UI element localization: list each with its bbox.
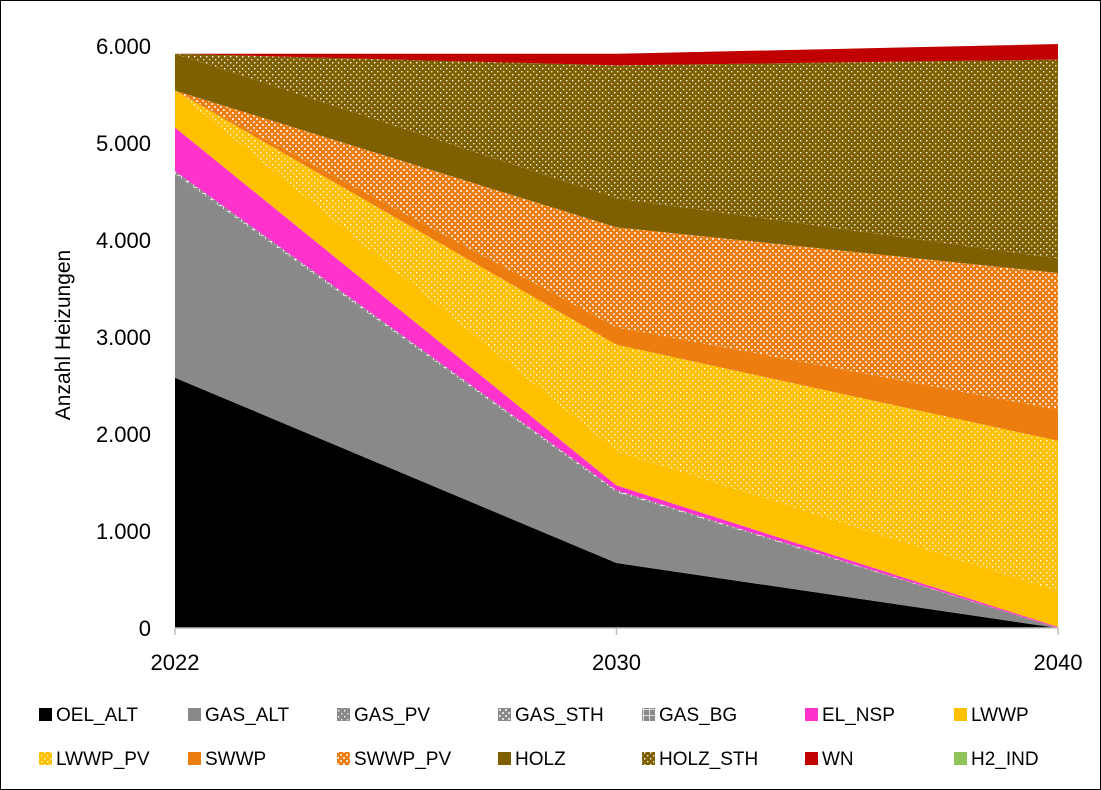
legend-swatch xyxy=(642,708,655,721)
legend-item-swwp: SWWP xyxy=(188,749,266,770)
legend-label: GAS_BG xyxy=(659,705,737,726)
legend-label: GAS_ALT xyxy=(205,705,290,726)
legend-item-gas-pv: GAS_PV xyxy=(337,705,430,726)
legend-item-lwwp: LWWP xyxy=(954,705,1029,726)
x-tick-label: 2040 xyxy=(1034,650,1083,675)
y-tick-label: 0 xyxy=(139,616,151,641)
area-lwwp-pv xyxy=(175,90,1058,592)
legend-swatch xyxy=(954,752,967,765)
area-swwp-pv xyxy=(175,90,1058,410)
legend-item-gas-sth: GAS_STH xyxy=(498,705,604,726)
legend-label: HOLZ_STH xyxy=(659,749,758,770)
legend-label: H2_IND xyxy=(971,749,1039,770)
legend-item-gas-bg: GAS_BG xyxy=(642,705,737,726)
legend-swatch xyxy=(188,708,201,721)
area-gas-alt xyxy=(175,174,1058,629)
y-tick-label: 6.000 xyxy=(96,34,151,59)
x-tick-label: 2030 xyxy=(592,650,641,675)
legend-item-holz-sth: HOLZ_STH xyxy=(642,749,758,770)
legend-item-wn: WN xyxy=(805,749,854,770)
legend-swatch xyxy=(805,752,818,765)
legend-swatch xyxy=(39,708,52,721)
legend-item-swwp-pv: SWWP_PV xyxy=(337,749,451,770)
areas-layer xyxy=(175,44,1058,629)
legend-label: GAS_PV xyxy=(354,705,430,726)
area-lwwp xyxy=(175,90,1058,628)
legend-swatch xyxy=(498,708,511,721)
axes-layer: 2022 2030 2040 0 1.000 2.000 3.000 4.000 5.000 6.… xyxy=(96,34,1083,675)
legend-item-holz: HOLZ xyxy=(498,749,566,770)
area-swwp xyxy=(175,90,1058,441)
y-tick-label: 2.000 xyxy=(96,422,151,447)
legend-label: HOLZ xyxy=(515,749,566,770)
y-tick-label: 1.000 xyxy=(96,519,151,544)
area-holz xyxy=(175,53,1058,273)
legend-item-oel-alt: OEL_ALT xyxy=(39,705,138,726)
legend-swatch xyxy=(954,708,967,721)
legend-swatch xyxy=(498,752,511,765)
legend-swatch xyxy=(805,708,818,721)
legend-swatch xyxy=(337,708,350,721)
legend-label: EL_NSP xyxy=(822,705,895,726)
y-tick-label: 3.000 xyxy=(96,325,151,350)
y-tick-label: 4.000 xyxy=(96,228,151,253)
area-wn xyxy=(175,44,1058,66)
legend: OEL_ALT GAS_ALT GAS_PV GAS_STH GAS_BG EL_NSP L… xyxy=(39,705,1039,770)
legend-item-h2-ind: H2_IND xyxy=(954,749,1039,770)
area-holz-sth xyxy=(175,53,1058,259)
legend-label: WN xyxy=(822,749,854,770)
legend-swatch xyxy=(188,752,201,765)
legend-swatch xyxy=(39,752,52,765)
legend-swatch xyxy=(337,752,350,765)
legend-item-gas-alt: GAS_ALT xyxy=(188,705,290,726)
legend-swatch xyxy=(642,752,655,765)
x-tick-label: 2022 xyxy=(151,650,200,675)
legend-label: LWWP_PV xyxy=(56,749,150,770)
y-tick-label: 5.000 xyxy=(96,131,151,156)
legend-item-el-nsp: EL_NSP xyxy=(805,705,895,726)
y-axis-title: Anzahl Heizungen xyxy=(52,250,75,420)
legend-label: SWWP_PV xyxy=(354,749,451,770)
legend-label: LWWP xyxy=(971,705,1029,726)
legend-item-lwwp-pv: LWWP_PV xyxy=(39,749,150,770)
legend-label: OEL_ALT xyxy=(56,705,138,726)
area-oel-alt xyxy=(175,377,1058,628)
legend-label: GAS_STH xyxy=(515,705,604,726)
legend-label: SWWP xyxy=(205,749,266,770)
